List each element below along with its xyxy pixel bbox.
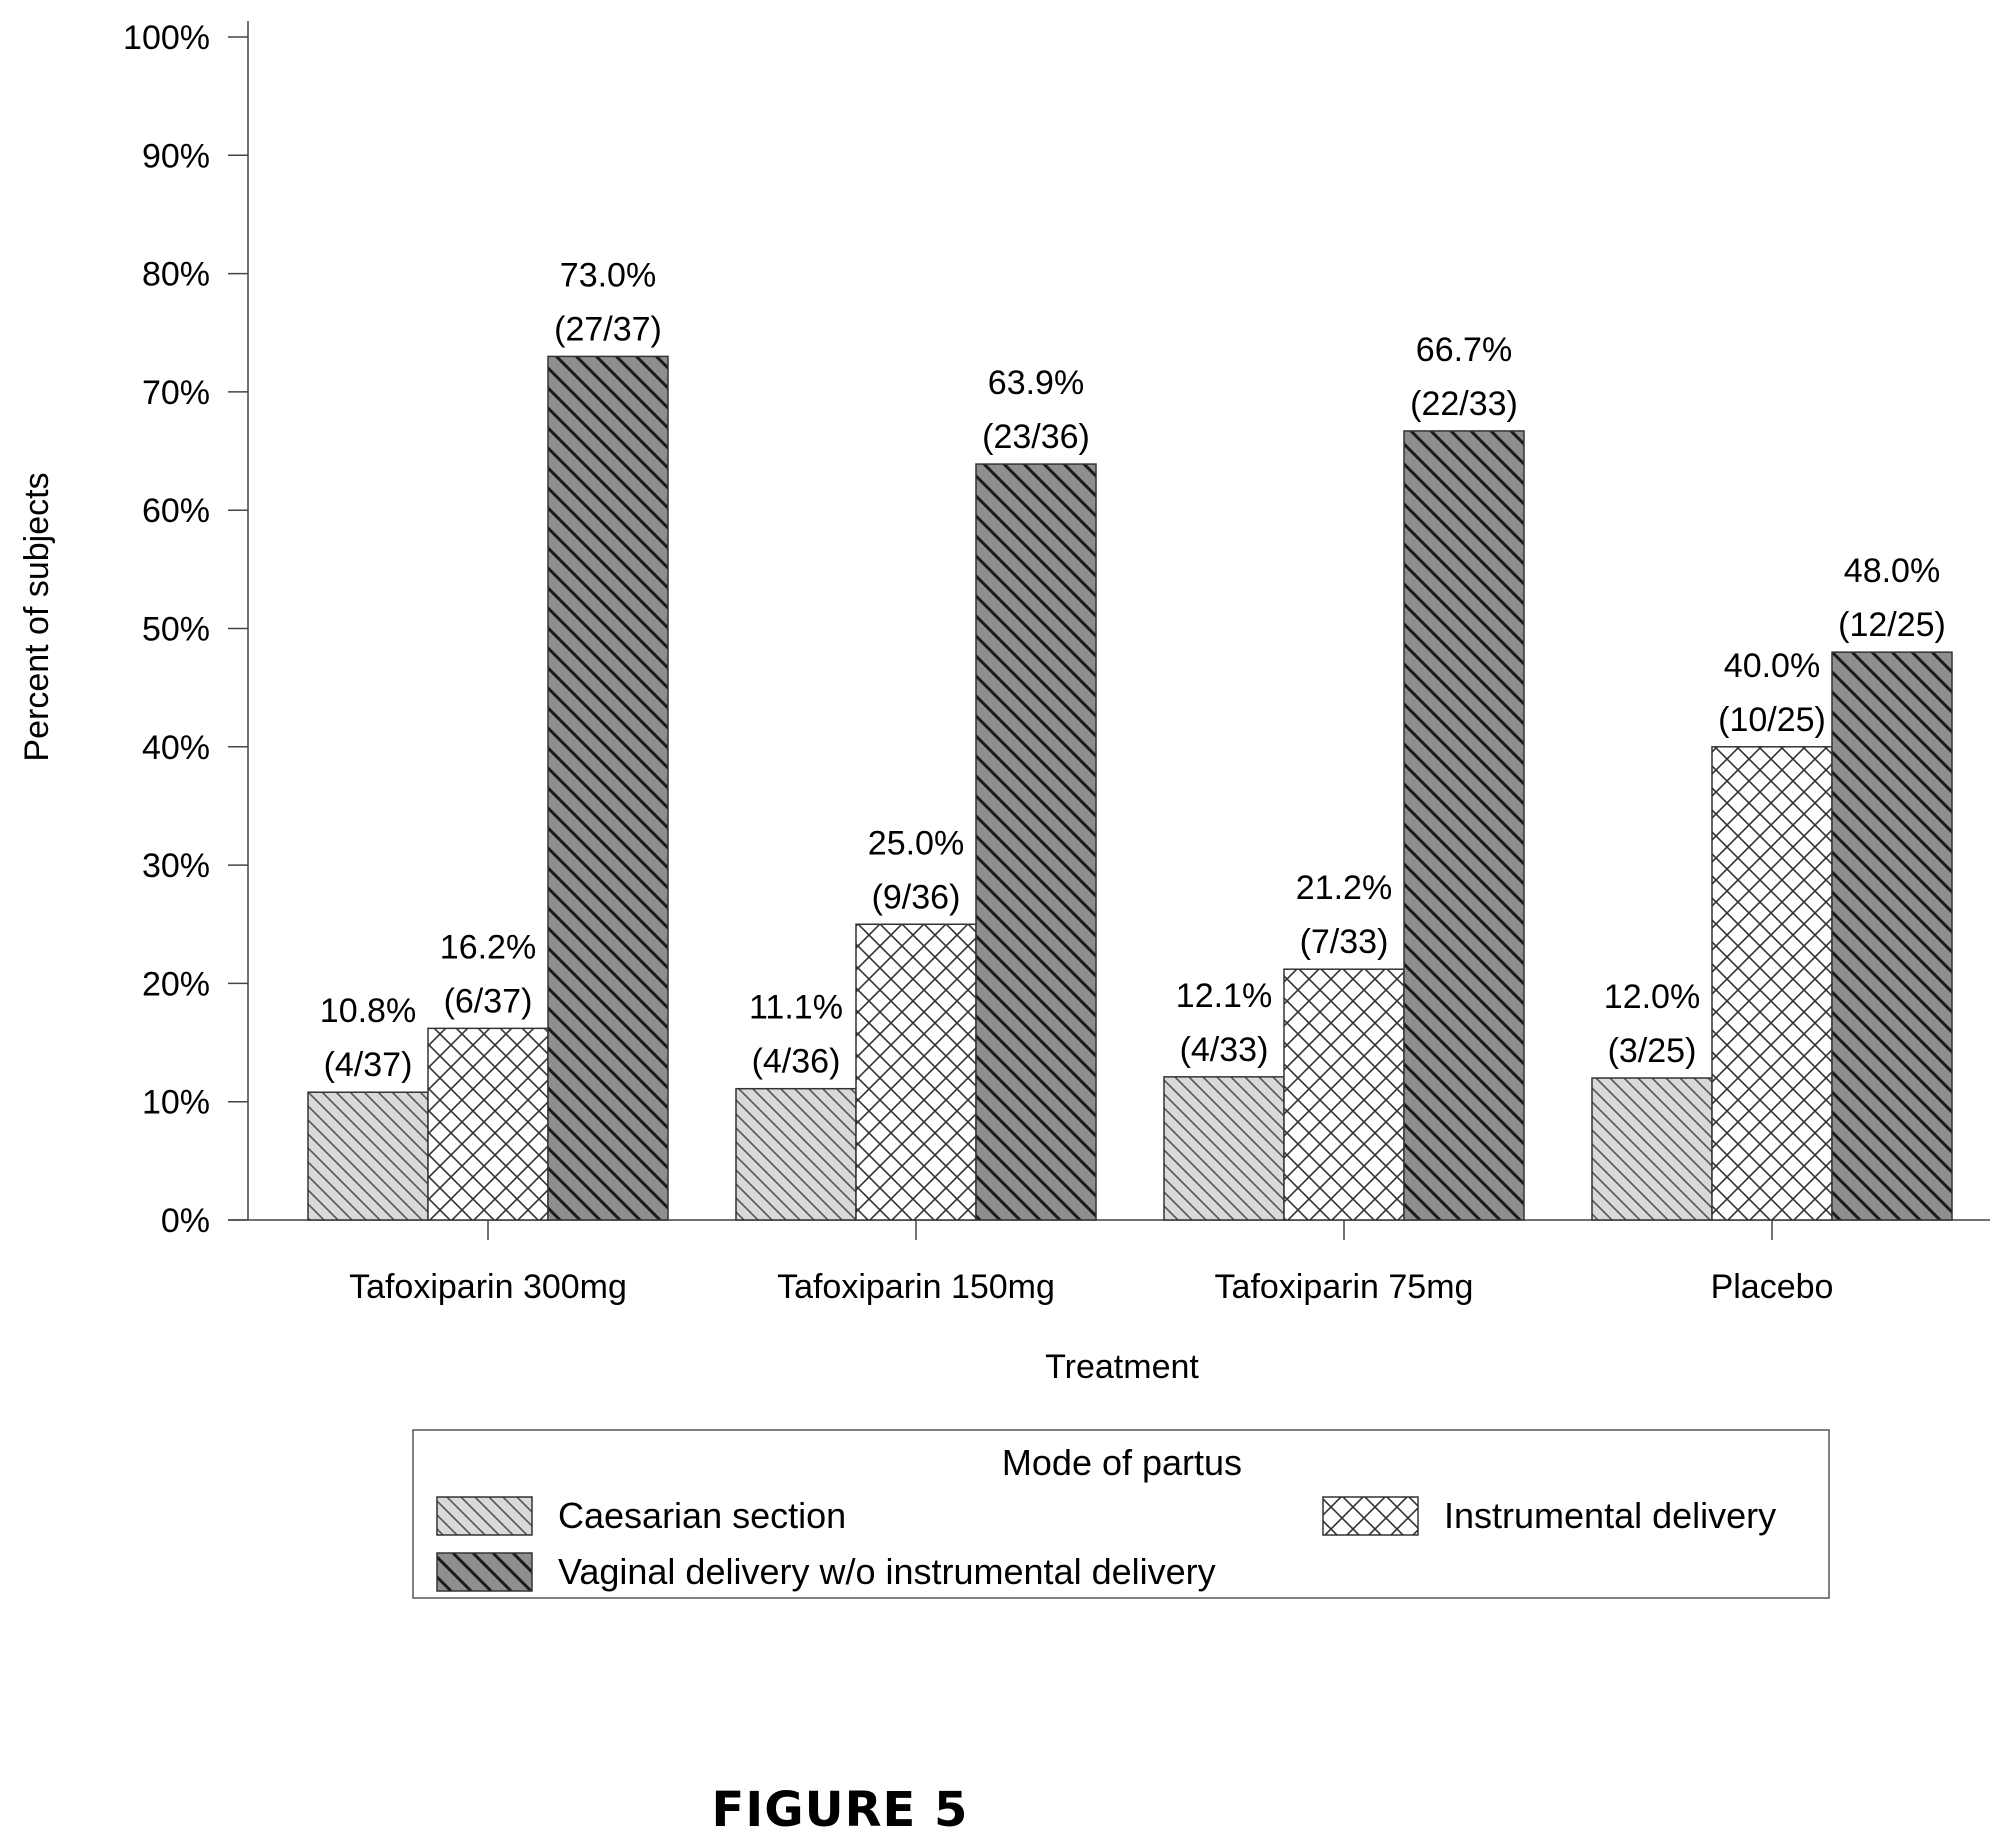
data-label-percent: 25.0% bbox=[868, 824, 964, 862]
bar bbox=[1283, 968, 1405, 1221]
data-label-count: (4/37) bbox=[324, 1046, 413, 1084]
data-label-count: (27/37) bbox=[554, 310, 662, 348]
data-label-count: (9/36) bbox=[872, 878, 961, 916]
legend-swatch bbox=[436, 1496, 533, 1536]
y-tick-label: 50% bbox=[142, 611, 210, 649]
data-label-count: (4/36) bbox=[752, 1043, 841, 1081]
bar bbox=[1163, 1076, 1285, 1221]
y-tick-label: 100% bbox=[123, 19, 210, 57]
legend-label: Instrumental delivery bbox=[1444, 1495, 1776, 1536]
y-tick-label: 90% bbox=[142, 137, 210, 175]
legend: Mode of partus Caesarian section Instrume… bbox=[412, 1429, 1830, 1599]
y-axis-title: Percent of subjects bbox=[18, 472, 56, 761]
y-tick-label: 0% bbox=[161, 1202, 210, 1240]
bar bbox=[975, 463, 1097, 1221]
x-axis-categories: Tafoxiparin 300mg Tafoxiparin 150mg Tafoxi… bbox=[349, 1220, 1833, 1306]
data-label-count: (10/25) bbox=[1718, 701, 1826, 739]
x-category-label: Tafoxiparin 75mg bbox=[1215, 1268, 1474, 1306]
bar bbox=[1831, 651, 1953, 1221]
data-label-percent: 66.7% bbox=[1416, 331, 1512, 369]
data-labels: 10.8% (4/37) 16.2% (6/37) 73.0% (27/37) 11.1% (… bbox=[320, 256, 1946, 1084]
data-label-percent: 48.0% bbox=[1844, 552, 1940, 590]
x-category-label: Tafoxiparin 300mg bbox=[349, 1268, 627, 1306]
legend-swatch bbox=[436, 1552, 533, 1592]
y-tick-label: 40% bbox=[142, 729, 210, 767]
y-tick-label: 20% bbox=[142, 965, 210, 1003]
bar bbox=[1403, 430, 1525, 1221]
y-tick-label: 70% bbox=[142, 374, 210, 412]
bar bbox=[547, 355, 669, 1221]
bar bbox=[427, 1027, 549, 1221]
y-tick-label: 10% bbox=[142, 1084, 210, 1122]
figure-caption: FIGURE 5 bbox=[711, 1782, 969, 1838]
data-label-percent: 12.0% bbox=[1604, 978, 1700, 1016]
data-label-count: (6/37) bbox=[444, 982, 533, 1020]
data-label-count: (23/36) bbox=[982, 418, 1090, 456]
legend-swatch bbox=[1322, 1496, 1419, 1536]
legend-title: Mode of partus bbox=[1002, 1442, 1242, 1483]
data-label-percent: 63.9% bbox=[988, 364, 1084, 402]
y-axis-ticks: 0% 10% 20% 30% 40% 50% 60% 70% 80% 90% 100% bbox=[123, 19, 248, 1240]
bar bbox=[1591, 1077, 1713, 1221]
data-label-percent: 40.0% bbox=[1724, 647, 1820, 685]
data-label-percent: 11.1% bbox=[749, 989, 843, 1027]
x-axis-title: Treatment bbox=[1045, 1348, 1199, 1386]
data-label-percent: 10.8% bbox=[320, 992, 416, 1030]
x-category-label: Placebo bbox=[1711, 1268, 1834, 1306]
data-label-percent: 12.1% bbox=[1176, 977, 1272, 1015]
bars bbox=[307, 355, 1953, 1221]
data-label-percent: 73.0% bbox=[560, 256, 656, 294]
data-label-count: (3/25) bbox=[1608, 1032, 1697, 1070]
data-label-percent: 16.2% bbox=[440, 928, 536, 966]
legend-frame bbox=[412, 1429, 1830, 1599]
data-label-count: (22/33) bbox=[1410, 385, 1518, 423]
x-category-label: Tafoxiparin 150mg bbox=[777, 1268, 1055, 1306]
legend-label: Vaginal delivery w/o instrumental delive… bbox=[558, 1551, 1216, 1592]
data-label-percent: 21.2% bbox=[1296, 869, 1392, 907]
bar bbox=[307, 1091, 429, 1221]
y-tick-label: 80% bbox=[142, 256, 210, 294]
data-label-count: (12/25) bbox=[1838, 606, 1946, 644]
y-tick-label: 60% bbox=[142, 492, 210, 530]
data-label-count: (4/33) bbox=[1180, 1031, 1269, 1069]
bar bbox=[855, 923, 977, 1221]
y-tick-label: 30% bbox=[142, 847, 210, 885]
data-label-count: (7/33) bbox=[1300, 923, 1389, 961]
bar bbox=[1711, 746, 1833, 1221]
legend-label: Caesarian section bbox=[558, 1495, 846, 1536]
bar bbox=[735, 1087, 857, 1221]
